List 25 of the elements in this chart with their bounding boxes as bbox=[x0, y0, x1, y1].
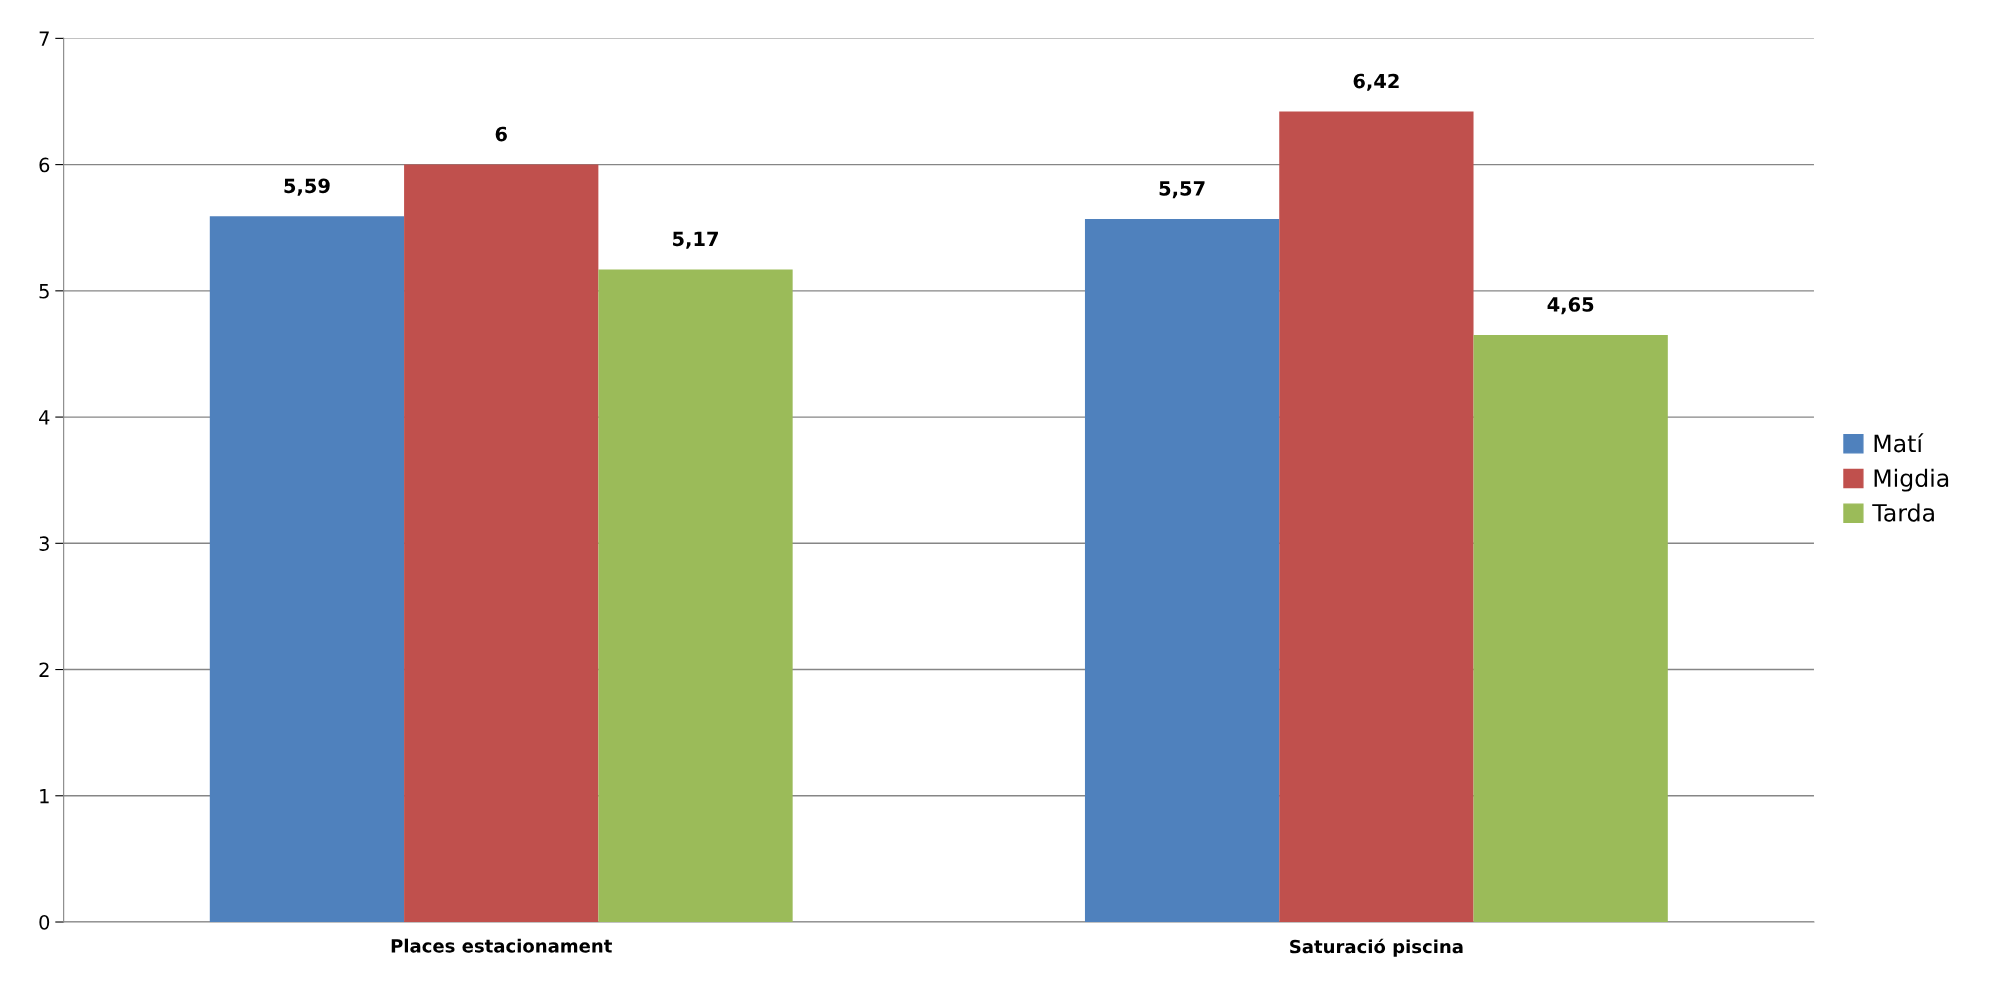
legend-label: Tarda bbox=[1872, 503, 1934, 522]
bar bbox=[404, 164, 599, 923]
legend-label: Matí bbox=[1874, 433, 1924, 453]
x-tick-label: Places estacionament bbox=[391, 938, 612, 953]
data-label: 4,65 bbox=[1547, 297, 1594, 315]
legend-label: Migdia bbox=[1874, 468, 1949, 492]
data-label: 5,57 bbox=[1159, 181, 1205, 199]
y-tick-label: 0 bbox=[39, 914, 50, 930]
data-label: 6,42 bbox=[1353, 73, 1399, 91]
y-tick-label: 3 bbox=[39, 536, 49, 551]
y-tick-label: 7 bbox=[39, 31, 49, 46]
y-tick-label: 2 bbox=[39, 662, 49, 677]
y-tick-label: 1 bbox=[40, 788, 49, 804]
bar bbox=[1279, 111, 1474, 923]
y-tick-label: 4 bbox=[39, 410, 50, 425]
bar bbox=[598, 269, 793, 923]
y-tick-label: 5 bbox=[39, 284, 49, 299]
bar bbox=[209, 216, 405, 923]
data-label: 6 bbox=[495, 126, 507, 142]
y-tick-label: 6 bbox=[39, 157, 50, 173]
data-label: 5,17 bbox=[673, 231, 718, 249]
bar bbox=[1084, 218, 1280, 923]
x-tick-label: Saturació piscina bbox=[1290, 938, 1463, 957]
data-label: 5,59 bbox=[284, 178, 330, 196]
bar bbox=[1473, 335, 1668, 923]
